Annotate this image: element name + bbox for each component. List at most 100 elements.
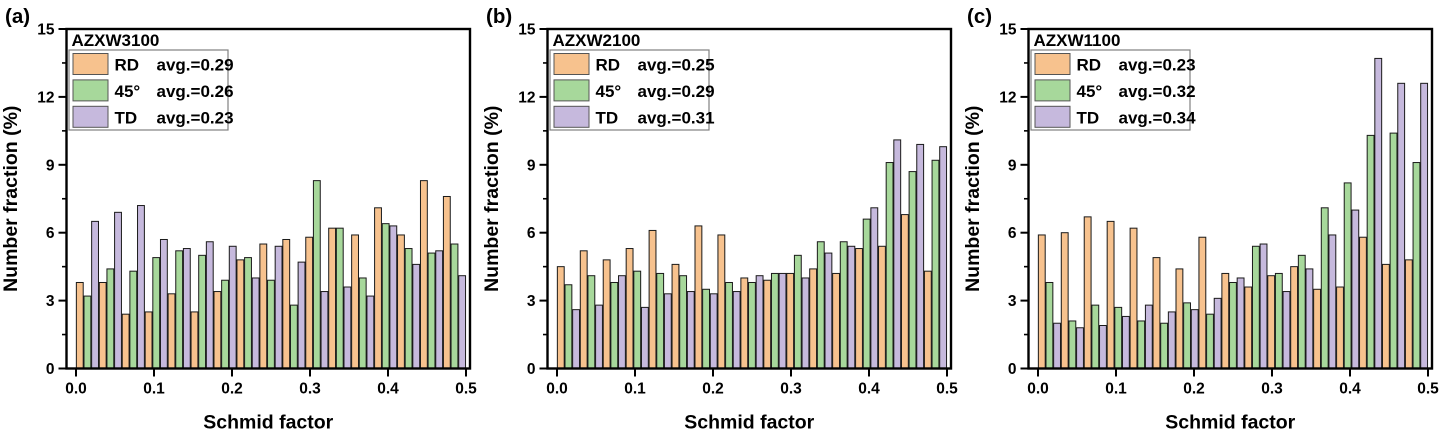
bar-RD <box>98 281 107 369</box>
bar-45° <box>381 223 390 369</box>
bar-RD <box>878 245 886 369</box>
legend-series-label: TD <box>115 108 138 127</box>
y-tick-label: 15 <box>518 22 536 39</box>
legend-series-label: 45° <box>1077 82 1103 101</box>
legend-title: AZXW3100 <box>72 31 160 50</box>
bar-RD <box>648 229 657 369</box>
y-axis-title: Number fraction (%) <box>962 106 984 292</box>
bar-TD <box>732 291 741 369</box>
bar-45° <box>1229 281 1237 369</box>
bar-RD <box>305 236 314 369</box>
y-tick-label: 6 <box>527 225 536 242</box>
bar-45° <box>862 218 871 369</box>
bar-45° <box>129 270 138 369</box>
bar-RD <box>75 281 84 369</box>
chart-canvas: 0 3 6 9 12 15 0.0 0.1 0.2 0.3 0.4 0.5 AZXW3100 RD avg.… <box>0 5 477 434</box>
bar-TD <box>320 291 329 369</box>
bar-45° <box>564 284 573 370</box>
y-tick-label: 6 <box>46 225 55 242</box>
legend-title: AZXW1100 <box>1034 31 1121 50</box>
bar-TD <box>1190 309 1199 369</box>
bar-RD <box>1037 234 1046 369</box>
bar-RD <box>740 277 749 369</box>
bar-RD <box>763 279 772 370</box>
bar-RD <box>1244 286 1253 369</box>
bar-45° <box>793 254 802 369</box>
bar-RD <box>1381 263 1390 370</box>
bar-TD <box>435 250 444 369</box>
x-tick-label: 0.4 <box>1339 381 1361 398</box>
bar-45° <box>633 270 642 369</box>
bar-RD <box>832 272 840 369</box>
bar-45° <box>1114 306 1123 370</box>
bar-TD <box>343 286 352 369</box>
bar-45° <box>1206 313 1214 369</box>
bar-45° <box>908 171 917 369</box>
bar-RD <box>1336 286 1344 369</box>
x-tick-label: 0.5 <box>455 381 477 398</box>
bar-45° <box>106 268 115 369</box>
bar-TD <box>1259 243 1268 370</box>
bar-TD <box>847 245 856 369</box>
x-axis-title: Schmid factor <box>203 412 333 434</box>
x-tick-label: 0.4 <box>858 381 880 398</box>
bar-45° <box>289 304 298 370</box>
bar-45° <box>152 257 161 370</box>
bar-RD <box>1175 268 1184 369</box>
bar-TD <box>893 139 902 369</box>
bar-45° <box>770 272 779 369</box>
bar-45° <box>358 277 367 369</box>
bar-RD <box>855 248 863 369</box>
bar-RD <box>144 311 153 370</box>
legend-avg-value: avg.=0.34 <box>1119 108 1197 127</box>
bar-RD <box>167 293 176 369</box>
x-tick-label: 0.1 <box>624 381 646 398</box>
x-axis-title: Schmid factor <box>684 412 814 434</box>
bar-45° <box>1183 302 1191 369</box>
bar-RD <box>556 266 565 369</box>
bar-RD <box>786 272 795 369</box>
bar-45° <box>427 252 436 370</box>
bar-TD <box>801 277 810 369</box>
bar-RD <box>282 238 291 369</box>
bar-TD <box>182 248 191 369</box>
y-axis-title: Number fraction (%) <box>481 106 503 292</box>
legend-avg-value: avg.=0.23 <box>157 108 234 127</box>
bar-45° <box>312 180 321 369</box>
bar-45° <box>656 272 665 369</box>
x-tick-label: 0.3 <box>299 381 321 398</box>
x-tick-label: 0.2 <box>702 381 724 398</box>
bar-RD <box>236 259 245 369</box>
bar-RD <box>190 311 199 370</box>
bar-TD <box>1328 234 1337 369</box>
bar-45° <box>1091 304 1100 370</box>
bar-TD <box>389 225 398 369</box>
bar-RD <box>923 270 932 369</box>
legend-swatch-RD <box>1034 53 1071 75</box>
bar-TD <box>572 309 580 369</box>
y-tick-label: 3 <box>527 293 536 310</box>
bar-TD <box>1236 277 1245 369</box>
legend-swatch-TD <box>1034 105 1071 128</box>
x-tick-label: 0.5 <box>1417 381 1439 398</box>
bar-45° <box>885 162 894 369</box>
panel-letter: (c) <box>967 5 992 28</box>
bar-RD <box>671 263 680 370</box>
y-tick-label: 6 <box>1008 225 1017 242</box>
y-tick-label: 3 <box>46 293 55 310</box>
bar-RD <box>1083 216 1092 369</box>
bar-RD <box>1267 275 1276 370</box>
chart-canvas: 0 3 6 9 12 15 0.0 0.1 0.2 0.3 0.4 0.5 AZXW1100 RD avg.… <box>962 5 1439 434</box>
bar-RD <box>1313 288 1321 369</box>
chart-panel-a: 0 3 6 9 12 15 0.0 0.1 0.2 0.3 0.4 0.5 AZXW3100 RD avg.… <box>0 0 481 439</box>
bar-45° <box>1412 162 1421 369</box>
bar-45° <box>610 281 619 369</box>
bar-TD <box>939 146 948 369</box>
bar-TD <box>778 272 787 369</box>
x-tick-label: 0.4 <box>377 381 399 398</box>
bar-45° <box>587 275 596 370</box>
legend-swatch-45° <box>553 79 590 102</box>
legend-series-label: RD <box>596 56 621 75</box>
bar-TD <box>274 245 283 369</box>
legend-swatch-45° <box>72 79 109 102</box>
